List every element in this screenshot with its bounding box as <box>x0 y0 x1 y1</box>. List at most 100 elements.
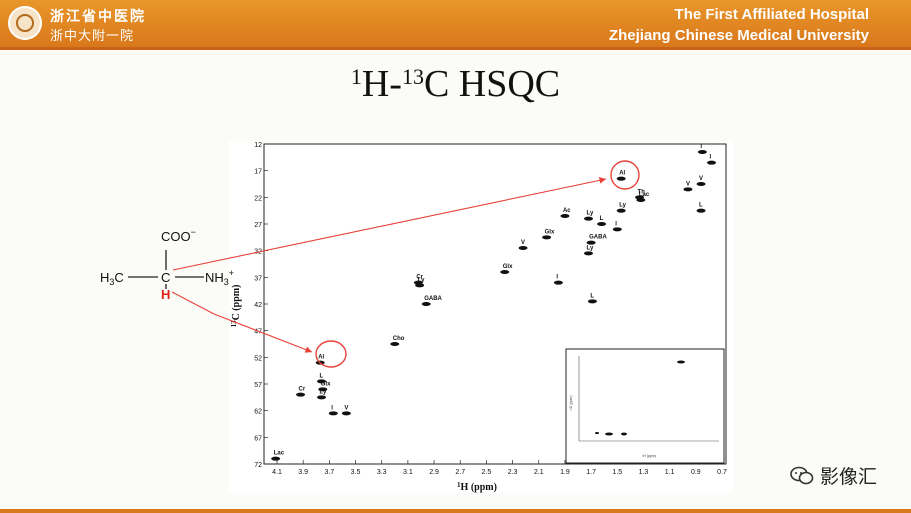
peak-label: V <box>521 240 525 246</box>
x-tick-label: 3.7 <box>324 469 334 476</box>
highlight-circle-al-lower <box>315 340 347 368</box>
peak-ac <box>560 214 570 218</box>
peak-lac <box>271 456 281 461</box>
x-tick-label: 1.1 <box>665 469 675 476</box>
ammonium-group: NH3+ <box>205 268 234 287</box>
x-tick-label: 2.7 <box>455 469 465 476</box>
peak-ly <box>317 395 326 400</box>
peak-l <box>597 222 607 226</box>
peak-i <box>697 150 707 154</box>
nh3-text: NH <box>205 270 224 285</box>
y-tick-label: 47 <box>254 329 262 336</box>
peak-label: Glx <box>503 264 513 270</box>
peak-label: Ly <box>619 203 626 209</box>
x-tick-label: 2.3 <box>508 469 518 476</box>
x-tick-label: 0.9 <box>691 469 701 476</box>
peak-label: Ly <box>587 245 594 251</box>
peak-label: Cr <box>299 387 306 393</box>
wechat-watermark: 影像汇 <box>790 462 877 489</box>
title-h: H- <box>361 63 402 105</box>
peak-ly <box>415 283 425 288</box>
peak-glx <box>500 270 510 274</box>
peak-label: I <box>700 144 702 150</box>
peak-v <box>696 182 706 186</box>
h3c-h: H <box>100 270 109 285</box>
peak-v <box>341 411 351 416</box>
hospital-name-chinese: 浙江省中医院 <box>50 9 146 25</box>
peak-cho <box>390 342 400 346</box>
peak-i <box>707 160 717 165</box>
y-tick-label: 62 <box>254 409 262 416</box>
peak-th <box>635 195 645 200</box>
peak-label: GABA <box>589 235 607 241</box>
peak-label: I <box>615 221 617 227</box>
h3c-c: C <box>114 270 123 285</box>
hospital-short-name-chinese: 浙中大附一院 <box>50 29 135 44</box>
x-axis-label-text: H (ppm) <box>461 482 497 493</box>
hospital-logo-icon <box>8 6 42 40</box>
y-tick-label: 37 <box>254 275 262 282</box>
peak-label: Ly <box>587 211 594 217</box>
hospital-name-english-line1: The First Affiliated Hospital <box>674 6 869 23</box>
x-tick-label: 3.5 <box>351 469 361 476</box>
x-tick-label: 2.5 <box>482 469 492 476</box>
footer-bar <box>0 509 911 513</box>
inset-plot: ¹³C (ppm) ¹H (ppm) <box>565 348 725 464</box>
x-tick-label: 3.9 <box>298 469 308 476</box>
peak-label: L <box>600 216 604 222</box>
title-superscript-1: 1 <box>350 64 362 89</box>
x-tick-label: 3.3 <box>377 469 387 476</box>
peak-ly <box>584 216 593 221</box>
peak-v <box>518 246 528 250</box>
peak-label: V <box>699 176 703 182</box>
peak-label: I <box>710 155 712 161</box>
peak-gaba <box>421 302 431 306</box>
peak-v <box>683 187 693 192</box>
peak-glx <box>542 235 552 240</box>
y-tick-label: 17 <box>254 169 262 176</box>
arrow-methyl-to-peak <box>172 177 607 271</box>
peak-label: Glx <box>321 381 331 387</box>
y-tick-label: 22 <box>254 195 262 202</box>
peak-label: Cr <box>416 275 423 281</box>
peak-label: L <box>320 373 324 379</box>
peak-label: L <box>590 293 594 299</box>
x-tick-label: 3.1 <box>403 469 413 476</box>
arrow-h-to-peak <box>171 291 313 353</box>
wechat-icon <box>790 466 814 484</box>
x-tick-label: 4.1 <box>272 469 282 476</box>
coo-text: COO <box>161 229 191 244</box>
inset-peak <box>677 360 685 364</box>
x-tick-label: 1.7 <box>586 469 596 476</box>
peak-label: Al <box>619 171 625 177</box>
x-tick-label: 0.7 <box>717 469 727 476</box>
peak-al <box>616 176 626 181</box>
x-tick-label: 1.9 <box>560 469 570 476</box>
peak-i <box>328 411 338 416</box>
inset-peak <box>621 432 627 436</box>
peak-label: I <box>556 275 558 281</box>
inset-peak <box>595 432 599 434</box>
header-divider <box>0 47 911 50</box>
peak-ly <box>616 208 626 213</box>
peak-i <box>612 227 622 232</box>
header-bar <box>0 0 911 47</box>
y-axis-label-sup: 13 <box>230 320 238 328</box>
peak-l <box>317 379 326 384</box>
peak-label: Ac <box>563 208 571 214</box>
peak-cr <box>296 392 306 397</box>
peak-gaba <box>586 240 596 245</box>
watermark-text: 影像汇 <box>820 466 878 488</box>
y-tick-label: 42 <box>254 302 262 309</box>
y-tick-label: 12 <box>254 142 262 149</box>
x-tick-label: 1.5 <box>612 469 622 476</box>
y-axis-label-text: C (ppm) <box>231 285 242 321</box>
alpha-hydrogen: H <box>161 287 170 302</box>
inset-peak <box>605 432 613 436</box>
coo-group: COO− <box>161 227 196 244</box>
methyl-group: H3C <box>100 270 124 287</box>
x-tick-label: 2.1 <box>534 469 544 476</box>
inset-x-label: ¹H (ppm) <box>642 454 656 458</box>
